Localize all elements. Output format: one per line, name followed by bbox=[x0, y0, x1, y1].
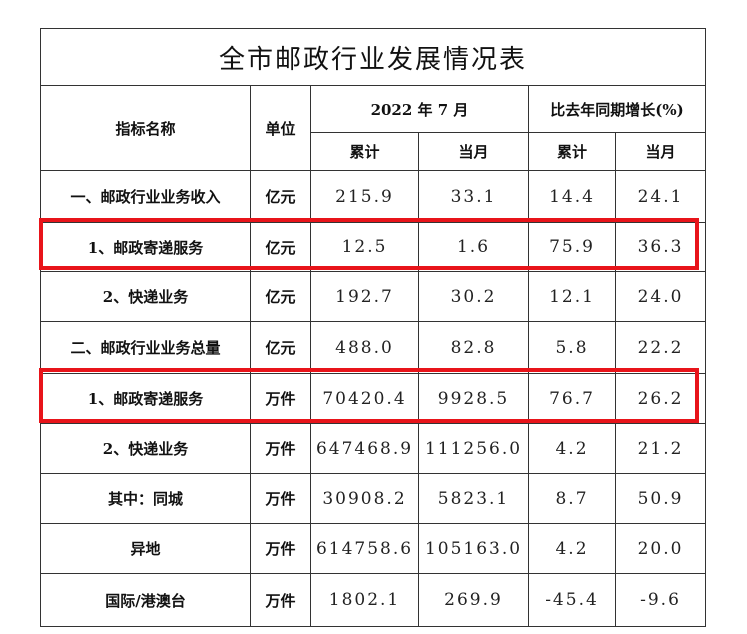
value-cell: 50.9 bbox=[614, 473, 707, 524]
value-cell: 30908.2 bbox=[310, 473, 419, 524]
header-cell: 单位 bbox=[250, 85, 311, 171]
value-cell: 192.7 bbox=[310, 271, 419, 322]
row-label: 2、快递业务 bbox=[40, 271, 251, 322]
table-row: 1、邮政寄递服务 万件 70420.4 9928.5 76.7 26.2 bbox=[40, 373, 707, 424]
header-cell: 指标名称 bbox=[40, 85, 251, 171]
row-label: 1、邮政寄递服务 bbox=[40, 373, 251, 424]
header-cell: 累计 bbox=[310, 132, 419, 171]
value-cell: 24.1 bbox=[614, 170, 707, 223]
value-cell: 8.7 bbox=[528, 473, 616, 524]
unit-cell: 万件 bbox=[250, 373, 311, 424]
value-cell: 4.2 bbox=[528, 423, 616, 474]
value-cell: 30.2 bbox=[418, 271, 529, 322]
value-cell: 215.9 bbox=[310, 170, 419, 223]
table-row: 2、快递业务 亿元 192.7 30.2 12.1 24.0 bbox=[40, 271, 707, 322]
value-cell: 105163.0 bbox=[418, 523, 529, 574]
value-cell: 1.6 bbox=[418, 222, 529, 272]
header-cell: 2022 年 7 月 bbox=[310, 85, 529, 133]
row-label: 国际/港澳台 bbox=[40, 573, 251, 627]
unit-cell: 亿元 bbox=[250, 222, 311, 272]
value-cell: 488.0 bbox=[310, 321, 419, 374]
value-cell: 21.2 bbox=[614, 423, 707, 474]
value-cell: 33.1 bbox=[418, 170, 529, 223]
value-cell: 5.8 bbox=[528, 321, 616, 374]
highlight-box bbox=[39, 368, 699, 423]
value-cell: 12.1 bbox=[528, 271, 616, 322]
unit-cell: 亿元 bbox=[250, 321, 311, 374]
header-cell: 累计 bbox=[528, 132, 616, 171]
table-row: 其中：同城 万件 30908.2 5823.1 8.7 50.9 bbox=[40, 473, 707, 524]
row-label: 1、邮政寄递服务 bbox=[40, 222, 251, 272]
unit-cell: 万件 bbox=[250, 573, 311, 627]
header-cell: 比去年同期增长(%) bbox=[527, 85, 707, 133]
value-cell: 5823.1 bbox=[418, 473, 529, 524]
table-row: 异地 万件 614758.6 105163.0 4.2 20.0 bbox=[40, 523, 707, 574]
value-cell: 614758.6 bbox=[310, 523, 419, 574]
row-label: 异地 bbox=[40, 523, 251, 574]
value-cell: 26.2 bbox=[614, 373, 707, 424]
value-cell: 22.2 bbox=[614, 321, 707, 374]
value-cell: 111256.0 bbox=[418, 423, 529, 474]
value-cell: 24.0 bbox=[614, 271, 707, 322]
table-row: 二、邮政行业业务总量 亿元 488.0 82.8 5.8 22.2 bbox=[40, 321, 707, 374]
row-label: 其中：同城 bbox=[40, 473, 251, 524]
header-cell: 当月 bbox=[418, 132, 529, 171]
unit-cell: 亿元 bbox=[250, 271, 311, 322]
value-cell: 70420.4 bbox=[310, 373, 419, 424]
table-row: 2、快递业务 万件 647468.9 111256.0 4.2 21.2 bbox=[40, 423, 707, 474]
value-cell: 76.7 bbox=[528, 373, 616, 424]
value-cell: 647468.9 bbox=[310, 423, 419, 474]
table-row: 一、邮政行业业务收入 亿元 215.9 33.1 14.4 24.1 bbox=[40, 170, 707, 223]
value-cell: 20.0 bbox=[614, 523, 707, 574]
unit-cell: 万件 bbox=[250, 523, 311, 574]
value-cell: 4.2 bbox=[528, 523, 616, 574]
row-label: 一、邮政行业业务收入 bbox=[40, 170, 251, 223]
value-cell: -45.4 bbox=[528, 573, 616, 627]
unit-cell: 万件 bbox=[250, 473, 311, 524]
row-label: 2、快递业务 bbox=[40, 423, 251, 474]
value-cell: 14.4 bbox=[528, 170, 616, 223]
value-cell: 82.8 bbox=[418, 321, 529, 374]
table-row: 1、邮政寄递服务 亿元 12.5 1.6 75.9 36.3 bbox=[40, 222, 707, 272]
table-title: 全市邮政行业发展情况表 bbox=[39, 28, 707, 86]
value-cell: 269.9 bbox=[418, 573, 529, 627]
unit-cell: 亿元 bbox=[250, 170, 311, 223]
value-cell: 36.3 bbox=[614, 222, 707, 272]
table-row: 国际/港澳台 万件 1802.1 269.9 -45.4 -9.6 bbox=[40, 573, 707, 627]
value-cell: 9928.5 bbox=[418, 373, 529, 424]
value-cell: -9.6 bbox=[614, 573, 707, 627]
stats-table: 全市邮政行业发展情况表 指标名称 单位 2022 年 7 月 比去年同期增长(%… bbox=[39, 28, 707, 627]
header-cell: 当月 bbox=[614, 132, 707, 171]
highlight-box bbox=[39, 218, 699, 270]
unit-cell: 万件 bbox=[250, 423, 311, 474]
row-label: 二、邮政行业业务总量 bbox=[40, 321, 251, 374]
value-cell: 1802.1 bbox=[310, 573, 419, 627]
